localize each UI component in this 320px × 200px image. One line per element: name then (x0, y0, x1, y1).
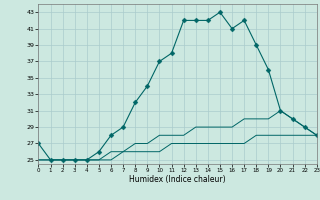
X-axis label: Humidex (Indice chaleur): Humidex (Indice chaleur) (129, 175, 226, 184)
